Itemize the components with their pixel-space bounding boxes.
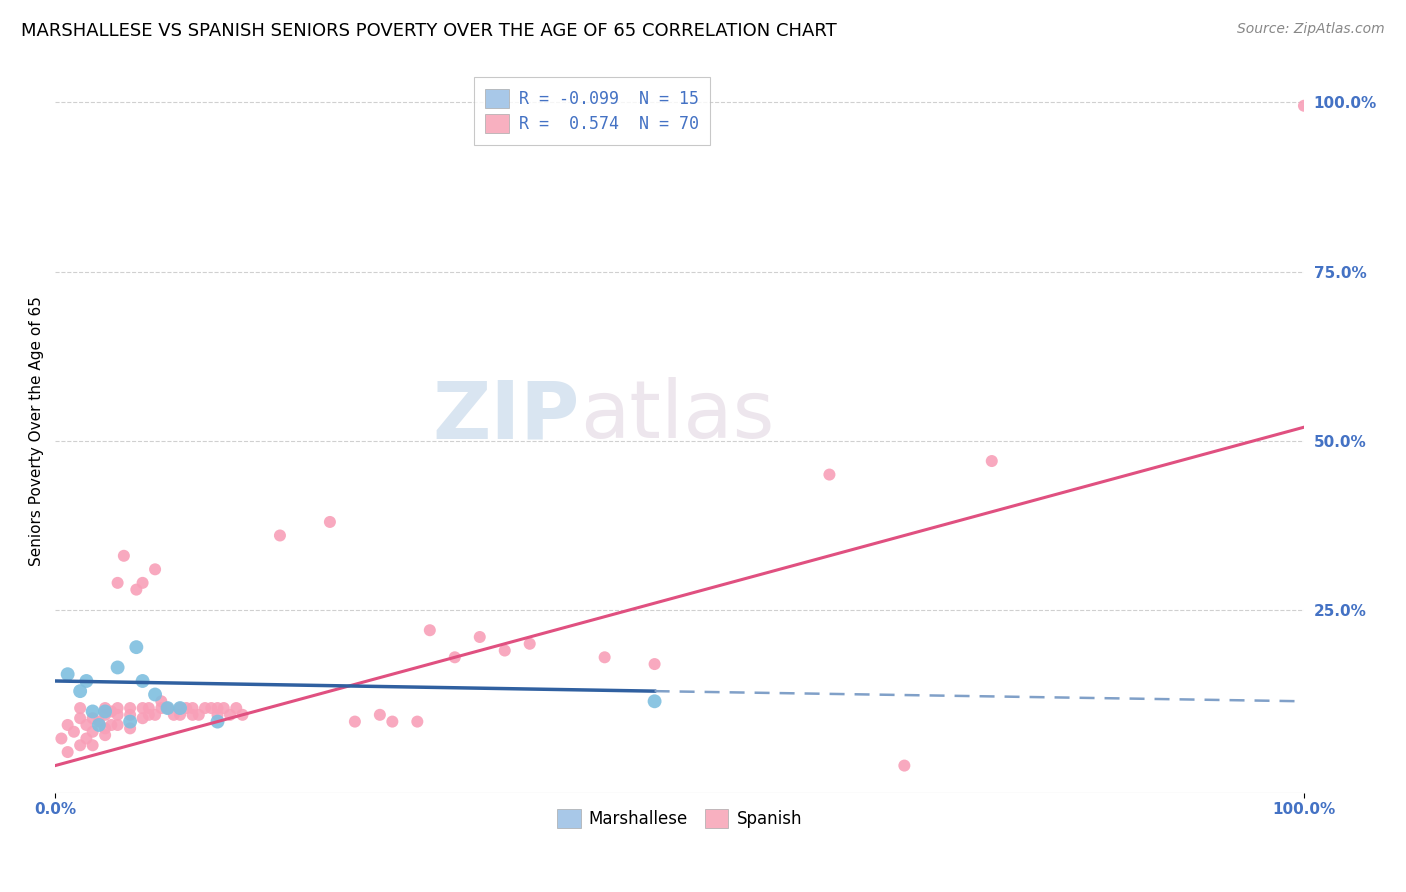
Point <box>156 701 179 715</box>
Point <box>131 701 153 715</box>
Point <box>94 722 117 736</box>
Point <box>107 660 129 674</box>
Point <box>644 694 666 708</box>
Point <box>593 650 616 665</box>
Point <box>94 707 117 722</box>
Y-axis label: Seniors Poverty Over the Age of 65: Seniors Poverty Over the Age of 65 <box>30 295 44 566</box>
Point <box>818 467 841 482</box>
Point <box>219 707 242 722</box>
Point <box>200 701 222 715</box>
Point <box>125 582 148 597</box>
Point <box>87 714 110 729</box>
Point <box>368 707 391 722</box>
Point <box>107 701 129 715</box>
Point <box>75 718 97 732</box>
Point <box>443 650 465 665</box>
Text: atlas: atlas <box>579 377 775 455</box>
Point <box>181 701 204 715</box>
Point <box>644 657 666 671</box>
Point <box>150 701 173 715</box>
Point <box>125 640 148 655</box>
Point <box>75 731 97 746</box>
Point <box>169 707 191 722</box>
Point <box>212 701 235 715</box>
Point <box>163 707 186 722</box>
Point <box>87 718 110 732</box>
Point <box>143 562 166 576</box>
Point <box>225 701 247 715</box>
Point <box>231 707 253 722</box>
Point <box>107 718 129 732</box>
Point <box>69 739 91 753</box>
Point <box>519 637 541 651</box>
Text: MARSHALLESE VS SPANISH SENIORS POVERTY OVER THE AGE OF 65 CORRELATION CHART: MARSHALLESE VS SPANISH SENIORS POVERTY O… <box>21 22 837 40</box>
Point <box>100 718 122 732</box>
Point <box>131 711 153 725</box>
Point <box>138 701 160 715</box>
Point <box>82 705 104 719</box>
Text: Source: ZipAtlas.com: Source: ZipAtlas.com <box>1237 22 1385 37</box>
Point <box>1292 99 1315 113</box>
Point <box>82 739 104 753</box>
Point <box>131 575 153 590</box>
Point <box>381 714 404 729</box>
Point <box>94 701 117 715</box>
Point <box>138 707 160 722</box>
Point <box>51 731 73 746</box>
Point <box>187 707 209 722</box>
Point <box>100 705 122 719</box>
Point <box>120 714 142 729</box>
Legend: Marshallese, Spanish: Marshallese, Spanish <box>551 803 808 835</box>
Text: ZIP: ZIP <box>433 377 579 455</box>
Point <box>319 515 342 529</box>
Point <box>107 707 129 722</box>
Point <box>156 701 179 715</box>
Point <box>56 718 79 732</box>
Point <box>893 758 915 772</box>
Point <box>169 701 191 715</box>
Point <box>468 630 491 644</box>
Point <box>69 701 91 715</box>
Point <box>120 722 142 736</box>
Point <box>980 454 1002 468</box>
Point <box>56 667 79 681</box>
Point <box>69 711 91 725</box>
Point <box>269 528 291 542</box>
Point <box>419 624 441 638</box>
Point <box>120 701 142 715</box>
Point <box>131 673 153 688</box>
Point <box>94 728 117 742</box>
Point <box>494 643 516 657</box>
Point <box>63 724 86 739</box>
Point <box>169 701 191 715</box>
Point <box>143 688 166 702</box>
Point <box>174 701 197 715</box>
Point <box>207 714 229 729</box>
Point <box>181 707 204 722</box>
Point <box>75 673 97 688</box>
Point <box>150 694 173 708</box>
Point <box>343 714 366 729</box>
Point <box>120 707 142 722</box>
Point <box>56 745 79 759</box>
Point <box>207 707 229 722</box>
Point <box>69 684 91 698</box>
Point <box>82 724 104 739</box>
Point <box>94 705 117 719</box>
Point <box>112 549 135 563</box>
Point <box>143 707 166 722</box>
Point <box>207 701 229 715</box>
Point <box>194 701 217 715</box>
Point <box>406 714 429 729</box>
Point <box>107 575 129 590</box>
Point <box>82 711 104 725</box>
